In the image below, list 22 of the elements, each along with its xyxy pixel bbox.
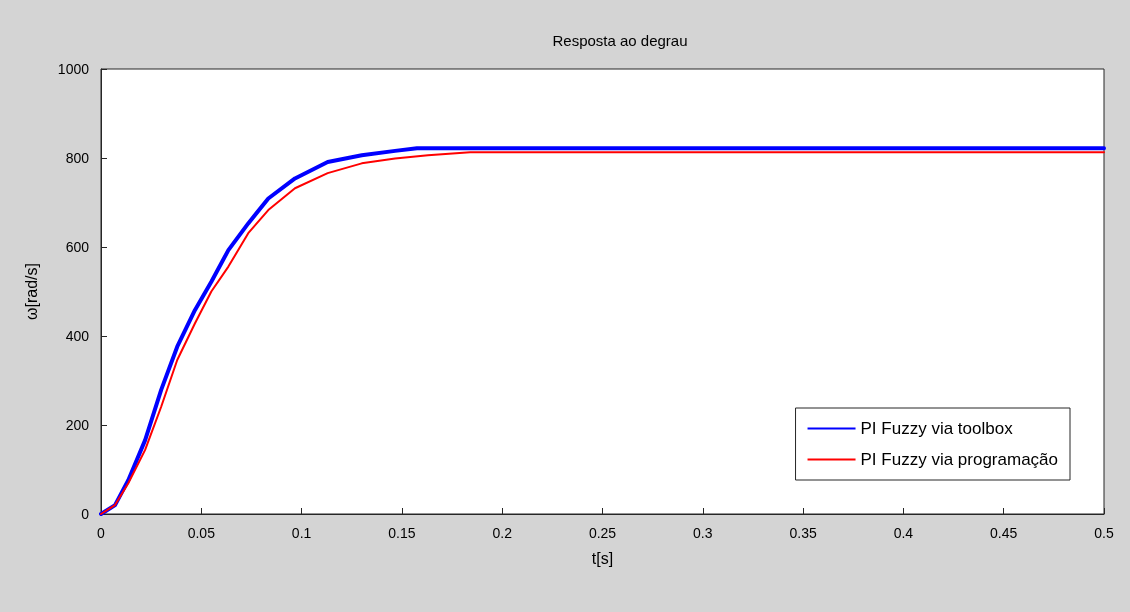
x-tick-label: 0.35	[789, 525, 817, 541]
x-tick-label: 0	[97, 525, 106, 541]
y-tick-label: 600	[65, 239, 90, 255]
x-tick-label: 0.3	[693, 525, 713, 541]
chart-title: Resposta ao degrau	[552, 32, 688, 49]
x-tick-label: 0.05	[187, 525, 216, 541]
x-tick-label: 0.15	[388, 525, 416, 541]
y-axis-title: ω[rad/s]	[22, 263, 40, 320]
legend-label: PI Fuzzy via programação	[860, 450, 1058, 469]
x-tick-label: 0.25	[588, 525, 617, 541]
y-tick-label: 200	[65, 417, 90, 433]
x-axis-title: t[s]	[591, 549, 614, 567]
legend-label: PI Fuzzy via toolbox	[860, 419, 1014, 438]
x-tick-label: 0.5	[1094, 525, 1114, 541]
x-tick-label: 0.1	[291, 525, 312, 541]
x-tick-label: 0.45	[990, 525, 1018, 541]
y-tick-label: 400	[65, 328, 90, 344]
x-tick-label: 0.4	[893, 525, 914, 541]
x-tick-label: 0.2	[492, 525, 513, 541]
y-tick-label: 0	[81, 506, 90, 522]
y-tick-label: 1000	[57, 61, 90, 77]
y-tick-label: 800	[65, 150, 90, 166]
